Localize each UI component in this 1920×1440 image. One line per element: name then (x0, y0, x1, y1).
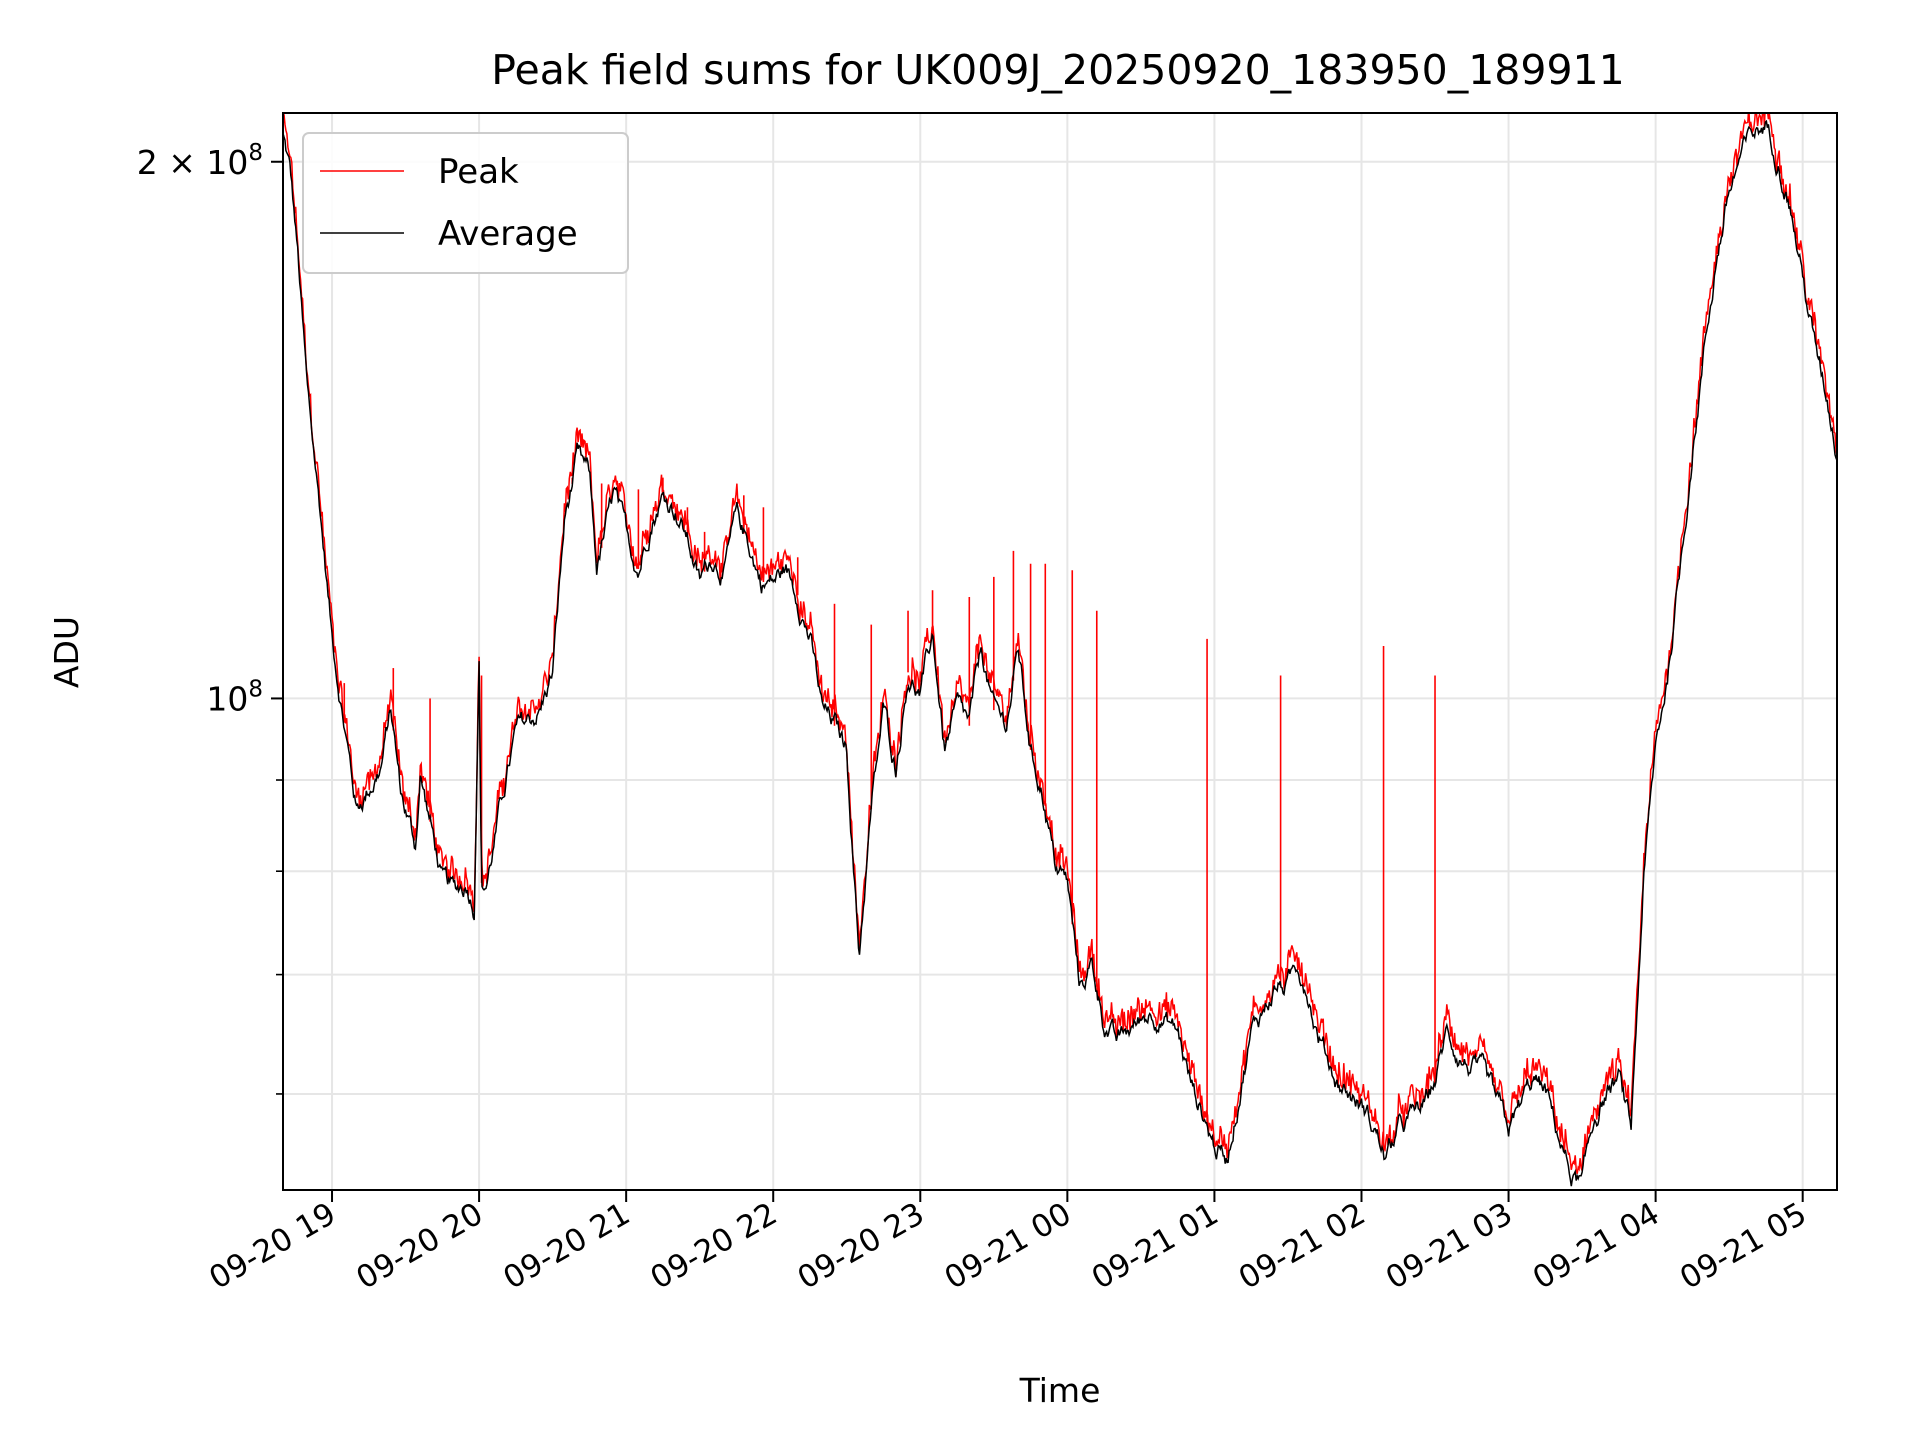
plot-area (283, 113, 1837, 1187)
series-peak-line (283, 113, 1837, 1174)
plot-frame (282, 112, 1838, 1191)
legend-box (302, 132, 629, 274)
series-average (283, 119, 1837, 1187)
series-peak (283, 113, 1837, 1174)
y-axis: 108 2 × 108 (137, 140, 283, 1095)
y-axis-label: ADU (47, 616, 86, 688)
series-average-line (283, 119, 1837, 1187)
x-grid-lines (331, 113, 1804, 1190)
x-axis-label: Time (1019, 1371, 1101, 1410)
legend-label-average: Average (438, 214, 578, 254)
y-grid-lines (283, 160, 1837, 1095)
legend: Peak Average (302, 132, 629, 274)
chart-title: Peak field sums for UK009J_20250920_1839… (491, 46, 1624, 94)
legend-label-peak: Peak (438, 152, 519, 192)
y-tick-label: 108 (206, 676, 263, 718)
y-tick-label: 2 × 108 (137, 140, 263, 182)
